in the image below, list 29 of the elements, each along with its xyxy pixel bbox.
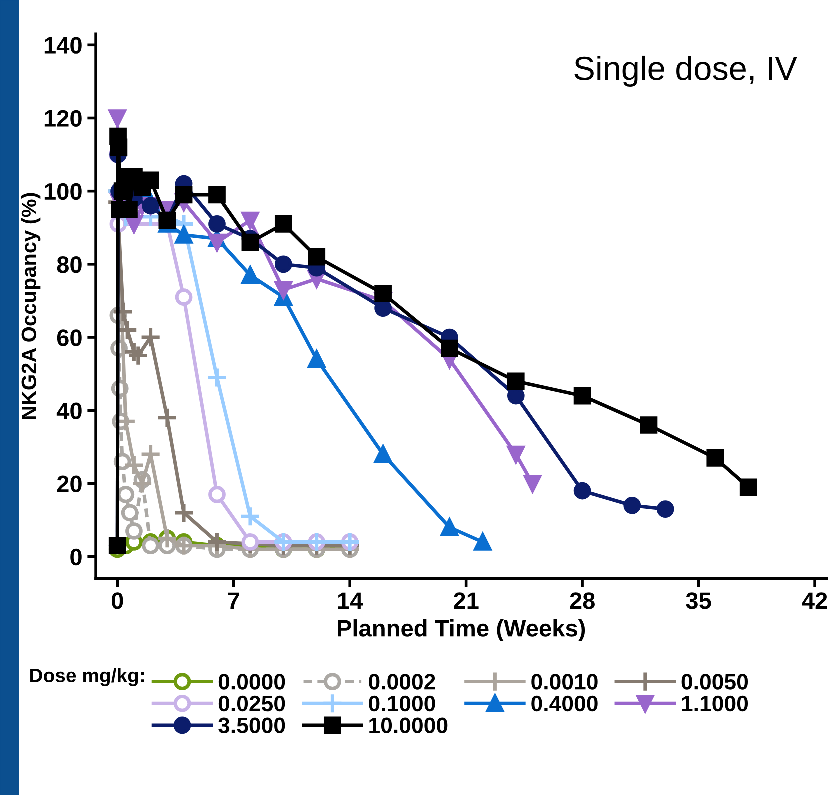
x-tick-label: 21 (454, 592, 479, 610)
x-tick-label: 14 (338, 592, 364, 610)
annotation: Single dose, IV (574, 56, 798, 88)
legend-title: Dose mg/kg: (30, 668, 144, 686)
x-tick-label: 7 (228, 592, 240, 610)
legend-label: 0.0000 (218, 674, 286, 690)
x-tick-label: 0 (112, 592, 124, 610)
x-axis-title: Planned Time (Weeks) (338, 620, 586, 642)
y-tick-label: 120 (44, 110, 82, 128)
y-tick-label: 20 (57, 476, 82, 493)
legend-label: 0.1000 (369, 696, 436, 712)
legend-label: 1.1000 (682, 696, 748, 712)
legend-label: 0.0002 (369, 674, 436, 690)
legend-label: 0.0250 (218, 696, 286, 712)
legend-label: 0.0050 (682, 674, 748, 690)
legend-label: 3.5000 (218, 718, 286, 734)
y-axis-title: NKG2A Occupancy (%) (21, 193, 41, 420)
legend-label: 10.0000 (370, 718, 448, 734)
x-tick-label: 42 (802, 592, 828, 610)
x-tick-label: 35 (686, 592, 712, 610)
y-tick-label: 60 (57, 330, 82, 346)
y-tick-label: 140 (44, 37, 82, 54)
y-tick-label: 40 (56, 402, 82, 420)
x-tick-label: 28 (570, 592, 595, 610)
legend-label: 0.4000 (532, 696, 598, 712)
y-tick-label: 80 (57, 256, 82, 274)
legend-label: 0.0010 (532, 674, 598, 690)
y-tick-label: 0 (70, 548, 82, 566)
y-tick-label: 100 (44, 183, 82, 200)
